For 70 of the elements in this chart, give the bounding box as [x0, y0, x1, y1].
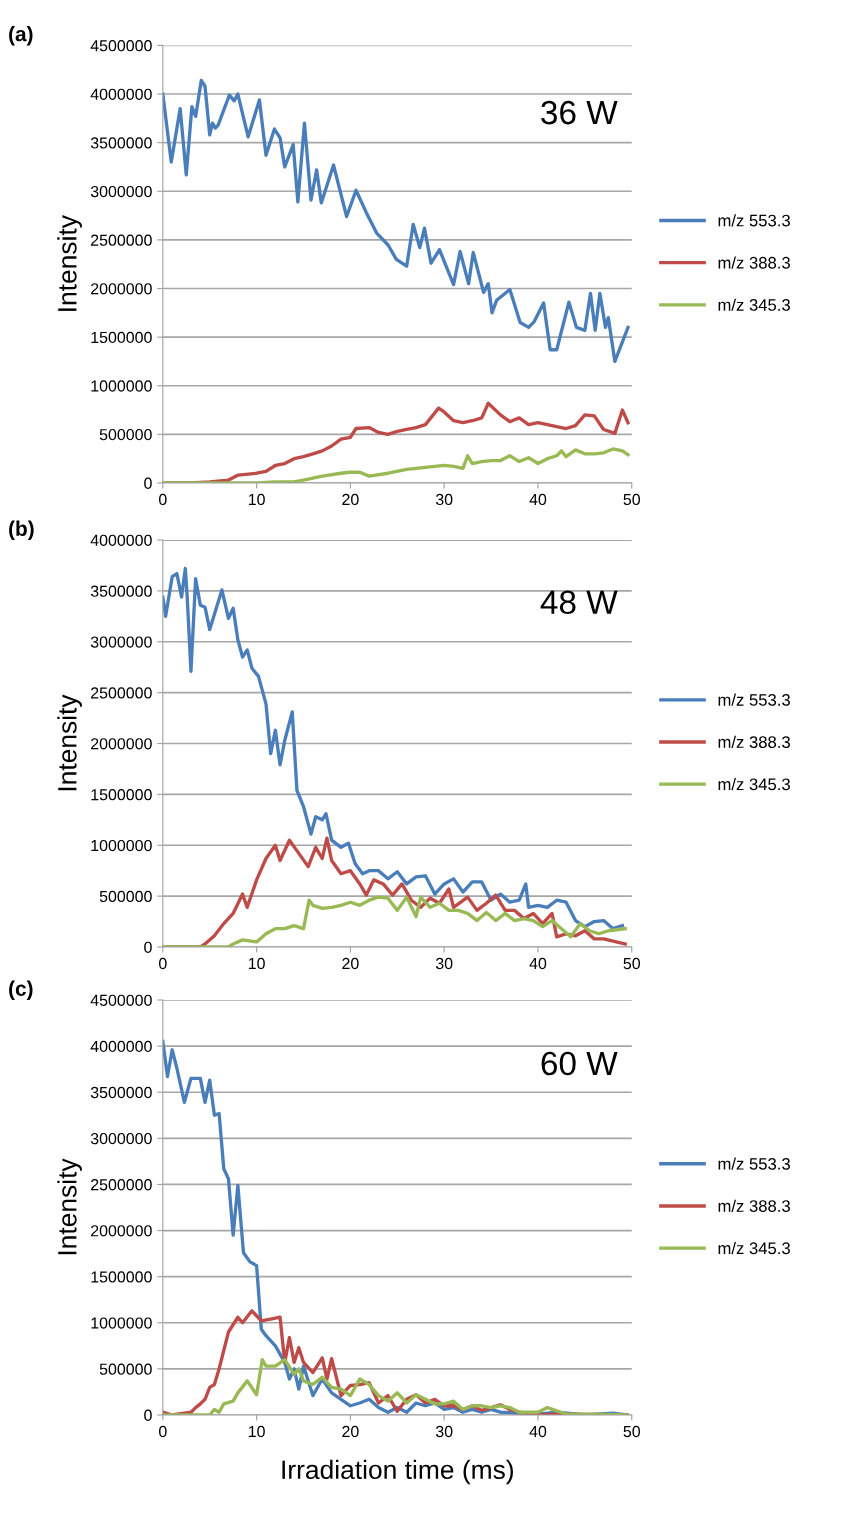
- y-tick-label: 3000000: [90, 185, 152, 198]
- y-tick-label: 2500000: [91, 1179, 152, 1191]
- chart-title: (b): [9, 520, 34, 541]
- y-tick-label: 3000000: [90, 636, 152, 648]
- x-tick-label: 50: [623, 957, 641, 970]
- y-tick-label: 1000000: [91, 1317, 152, 1329]
- line-series: [162, 566, 625, 931]
- y-tick-label: 1500000: [91, 789, 152, 801]
- x-tick-label: 20: [342, 1425, 359, 1438]
- annotation: 36 W: [541, 100, 618, 125]
- legend-label: m/z 553.3: [718, 214, 790, 227]
- line-series: [162, 895, 627, 948]
- y-axis-title: Intensity: [57, 694, 82, 791]
- y-tick-label: 500000: [99, 428, 152, 441]
- y-tick-label: 4500000: [90, 994, 152, 1006]
- y-tick-label: 1000000: [91, 380, 152, 392]
- x-tick-label: 10: [248, 957, 265, 970]
- y-tick-label: 3500000: [90, 137, 152, 149]
- y-tick-label: 4000000: [90, 534, 152, 546]
- x-tick-label: 40: [529, 957, 547, 970]
- y-tick-label: 4500000: [90, 40, 152, 52]
- chart-title: (c): [9, 980, 33, 1000]
- y-tick-label: 2000000: [91, 1225, 152, 1237]
- y-tick-label: 4000000: [90, 1040, 152, 1053]
- legend-label: m/z 345.3: [718, 1241, 790, 1255]
- x-tick-label: 0: [159, 1425, 167, 1438]
- chart-title: (a): [9, 26, 33, 46]
- x-tick-label: 10: [248, 1425, 265, 1438]
- y-tick-label: 3500000: [90, 585, 152, 597]
- x-tick-label: 30: [435, 1425, 453, 1438]
- annotation: 48 W: [540, 590, 618, 615]
- x-tick-label: 20: [342, 493, 359, 506]
- legend-label: m/z 345.3: [718, 777, 790, 791]
- line-series: [162, 78, 630, 364]
- y-tick-label: 2000000: [91, 283, 152, 295]
- y-tick-label: 0: [144, 1409, 152, 1421]
- x-tick-label: 30: [435, 493, 453, 506]
- x-tick-label: 0: [159, 493, 167, 506]
- legend-label: m/z 388.3: [718, 256, 790, 269]
- y-tick-label: 2500000: [91, 234, 152, 246]
- x-tick-label: 40: [529, 1425, 547, 1438]
- y-tick-label: 500000: [99, 890, 152, 903]
- legend-label: m/z 388.3: [718, 735, 790, 748]
- x-tick-label: 10: [248, 493, 265, 506]
- y-tick-label: 1000000: [91, 839, 152, 852]
- y-axis-title: Intensity: [57, 1158, 82, 1255]
- x-tick-label: 20: [342, 957, 359, 970]
- y-tick-label: 1500000: [91, 331, 152, 344]
- legend-label: m/z 553.3: [718, 1157, 790, 1170]
- y-tick-label: 0: [144, 477, 152, 489]
- legend-label: m/z 553.3: [718, 693, 790, 706]
- legend-label: m/z 388.3: [718, 1199, 790, 1212]
- y-tick-label: 2500000: [91, 687, 152, 699]
- y-tick-label: 2000000: [91, 738, 152, 750]
- y-tick-label: 0: [144, 941, 152, 953]
- y-tick-label: 3000000: [90, 1132, 152, 1145]
- y-tick-label: 3500000: [90, 1086, 152, 1099]
- legend-label: m/z 345.3: [718, 298, 790, 311]
- x-tick-label: 50: [623, 1425, 641, 1438]
- y-tick-label: 500000: [99, 1363, 152, 1375]
- x-tick-label: 40: [529, 493, 547, 506]
- line-series: [162, 1357, 629, 1415]
- annotation: 60 W: [541, 1051, 618, 1076]
- y-axis-title: Intensity: [57, 215, 82, 311]
- x-tick-label: 0: [159, 957, 167, 970]
- x-tick-label: 30: [435, 957, 453, 970]
- x-axis-title: Irradiation time (ms): [282, 1459, 513, 1485]
- y-tick-label: 4000000: [90, 88, 152, 100]
- y-tick-label: 1500000: [91, 1271, 152, 1283]
- x-tick-label: 50: [623, 493, 641, 506]
